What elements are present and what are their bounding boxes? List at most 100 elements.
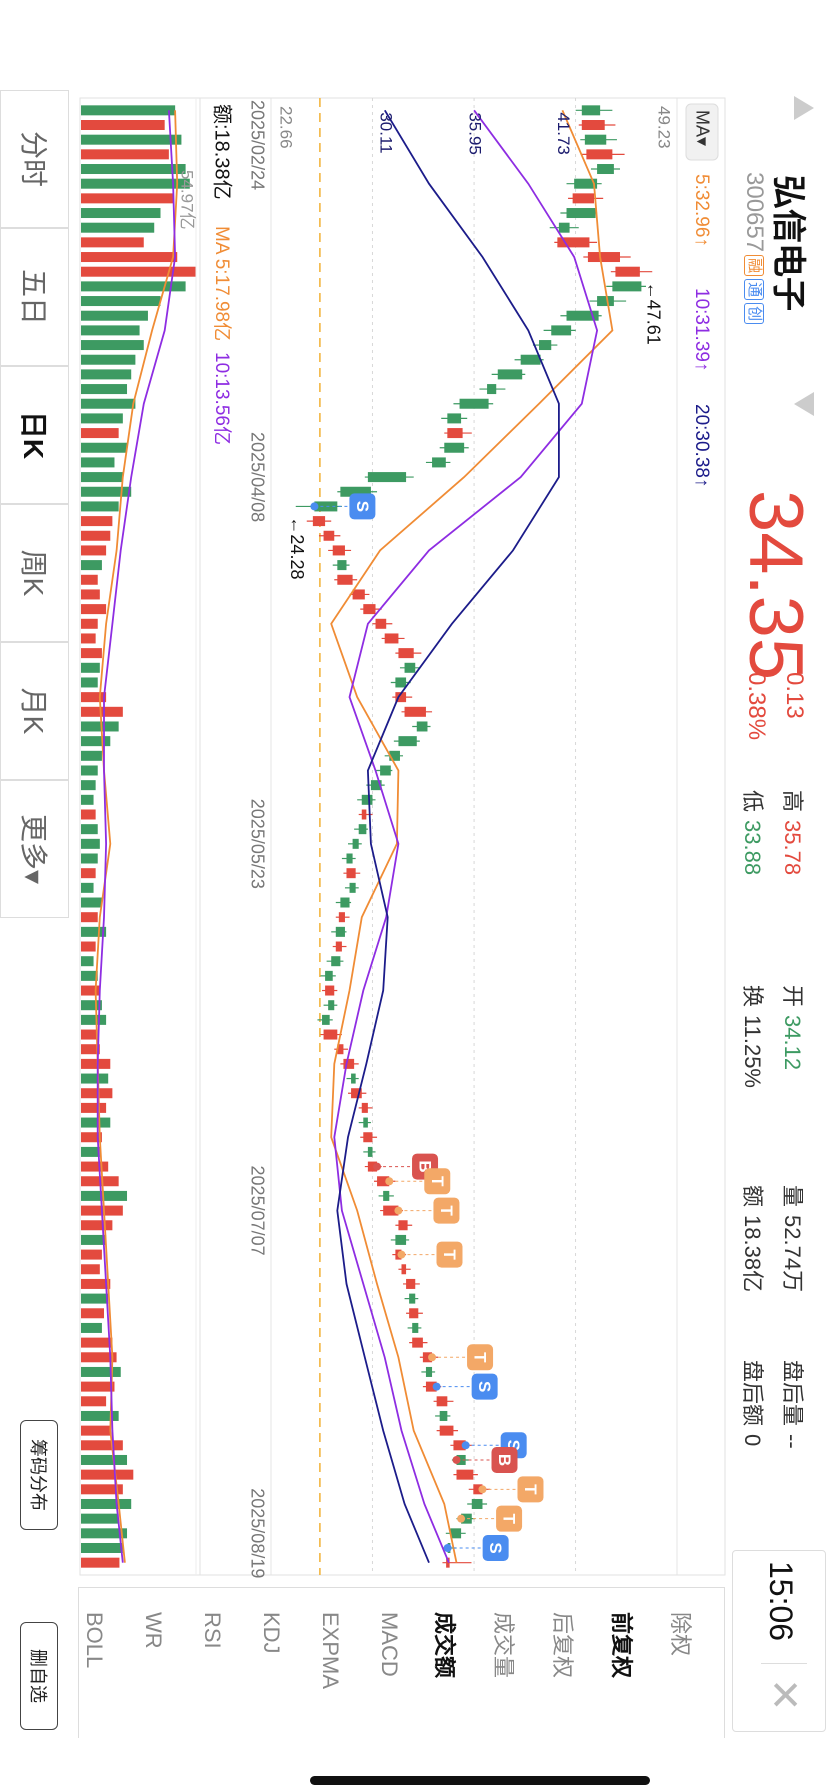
volume-bar <box>80 677 98 688</box>
candle-body <box>323 1029 338 1040</box>
volume-bar <box>80 1264 100 1275</box>
candle-body <box>361 1102 368 1113</box>
volume-title: 额:18.38亿 <box>211 104 234 200</box>
trade-label: T <box>471 1352 490 1363</box>
candle-body <box>612 281 642 292</box>
volume-bar <box>81 266 196 277</box>
candle-body <box>349 882 356 893</box>
volume-bar <box>80 662 100 673</box>
x-tick-label: 2025/02/24 <box>247 100 267 190</box>
volume-bar <box>81 428 119 439</box>
candle-body <box>456 1469 474 1480</box>
candle-body <box>383 1190 390 1201</box>
volume-bar <box>80 134 182 145</box>
trade-label: S <box>504 1440 523 1451</box>
volume-bar <box>81 340 144 351</box>
home-indicator <box>310 1776 650 1785</box>
candle-body <box>351 1073 356 1084</box>
volume-bar <box>80 633 96 644</box>
candle-body <box>401 1264 407 1275</box>
x-tick-label: 2025/05/23 <box>247 799 267 889</box>
candle-body <box>412 1337 423 1348</box>
candle-body <box>416 721 428 732</box>
candle-body <box>581 120 605 131</box>
candle-body <box>367 1146 373 1157</box>
y-tick-label: 49.23 <box>655 106 674 149</box>
volume-bar <box>81 692 107 703</box>
candle-body <box>314 501 338 512</box>
volume-bar <box>80 912 98 923</box>
volume-bar <box>80 868 96 879</box>
volume-bar <box>81 281 186 292</box>
volume-bar <box>80 780 96 791</box>
volume-bar <box>81 1542 123 1553</box>
candle-body <box>332 545 345 556</box>
volume-bar <box>80 1337 113 1348</box>
candle-body <box>566 310 599 321</box>
volume-bar <box>80 516 113 527</box>
volume-bar <box>81 897 102 908</box>
candle-body <box>497 369 523 380</box>
candle-body <box>328 1000 335 1011</box>
candle-body <box>439 1425 454 1436</box>
ma-legend: 20:30.38↑ <box>691 404 712 487</box>
candle-body <box>361 809 367 820</box>
volume-bar <box>80 1058 111 1069</box>
chart-frame <box>79 97 726 1576</box>
candle-body <box>398 648 414 659</box>
candle-body <box>383 1205 399 1216</box>
candle-body <box>312 516 326 527</box>
volume-bar <box>80 1117 111 1128</box>
extreme-label: ←24.28 <box>287 516 307 579</box>
candle-body <box>322 1014 330 1025</box>
x-tick-label: 2025/07/07 <box>247 1166 267 1256</box>
candle-body <box>340 897 350 908</box>
trade-badge <box>467 1344 494 1371</box>
trade-badge <box>436 1241 463 1268</box>
volume-bar <box>80 1381 115 1392</box>
volume-bar <box>81 252 178 263</box>
volume-bar <box>81 178 190 189</box>
volume-bar <box>81 354 136 365</box>
trade-label: T <box>440 1249 459 1260</box>
trade-badge <box>349 493 376 520</box>
candle-body <box>425 1366 433 1377</box>
volume-bar <box>81 193 174 204</box>
volume-bar <box>81 486 132 497</box>
trade-label: S <box>353 501 372 512</box>
candle-body <box>346 853 353 864</box>
volume-bar <box>80 325 140 336</box>
volume-bar <box>81 604 107 615</box>
y-tick-label: 22.66 <box>277 106 296 149</box>
candle-body <box>384 633 399 644</box>
candle-body <box>363 1117 368 1128</box>
volume-bar <box>81 501 119 512</box>
trade-badge <box>424 1168 451 1195</box>
trade-label: T <box>521 1484 540 1495</box>
volume-bar <box>80 457 115 468</box>
candle-body <box>352 589 365 600</box>
candle-body <box>406 1278 416 1289</box>
trade-label: T <box>500 1513 519 1524</box>
volume-bar <box>80 1220 113 1231</box>
volume-bar <box>81 369 132 380</box>
ma-selector: MA▾ <box>692 110 712 146</box>
trade-badge <box>482 1534 509 1561</box>
trade-badge <box>496 1505 523 1532</box>
volume-bar <box>80 530 111 541</box>
candle-body <box>572 193 595 204</box>
trade-badge <box>433 1197 460 1224</box>
volume-bar <box>80 618 98 629</box>
volume-bar <box>81 1249 102 1260</box>
candle-body <box>380 765 391 776</box>
volume-bar <box>80 985 100 996</box>
candle-body <box>487 384 497 395</box>
volume-bar <box>80 970 98 981</box>
ma-start-label: 30.11 <box>376 112 395 153</box>
candle-body <box>439 1410 448 1421</box>
candle-body <box>398 1220 408 1231</box>
ma-legend: 5:32.96↑ <box>691 174 712 247</box>
volume-bar <box>80 941 96 952</box>
volume-bar <box>81 296 161 307</box>
volume-bar <box>80 574 98 585</box>
